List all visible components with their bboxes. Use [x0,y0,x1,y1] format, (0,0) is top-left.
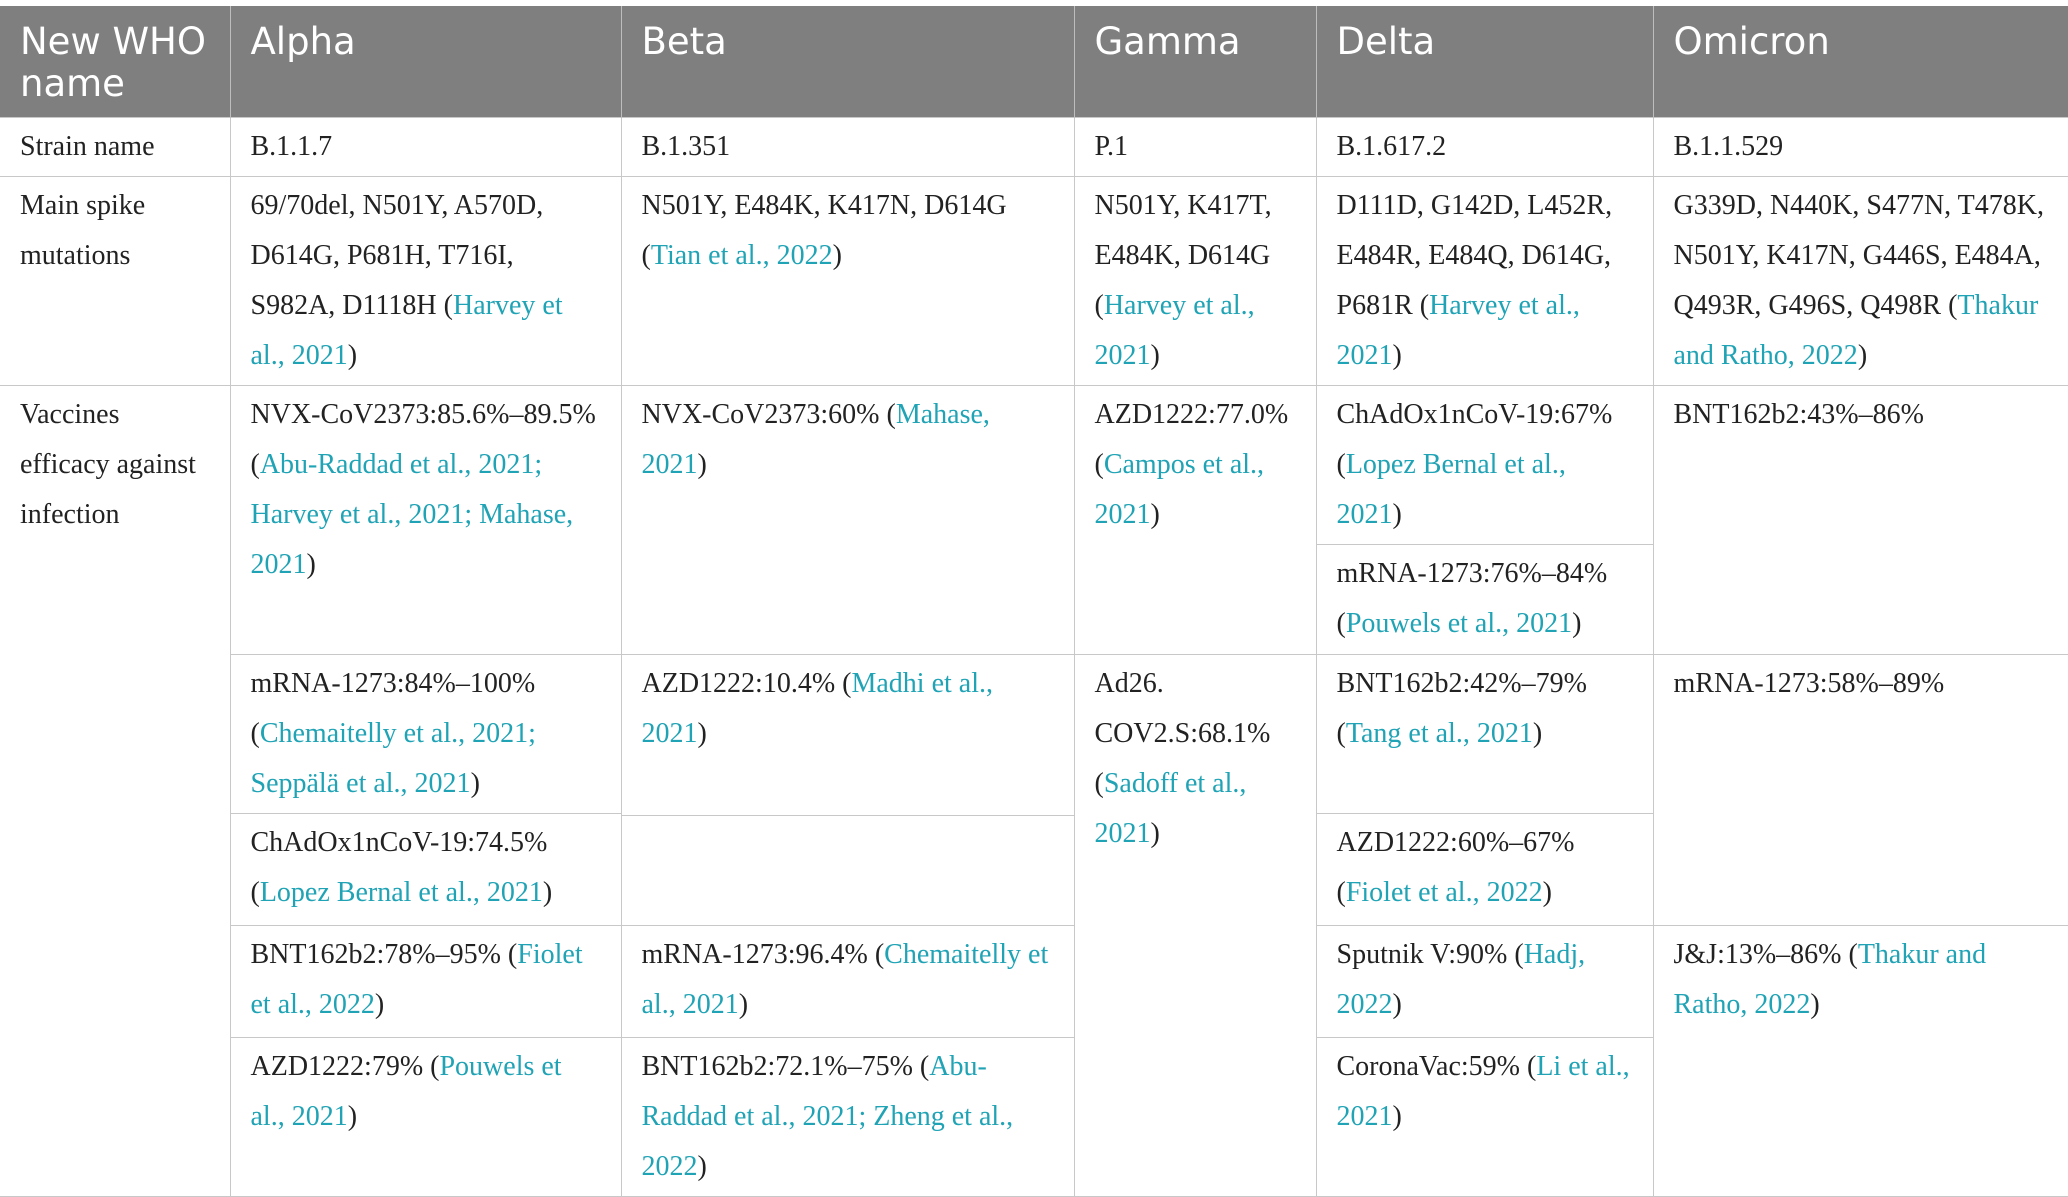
citation-link[interactable]: Harvey et al., 2021 [1336,290,1580,371]
citation-link[interactable]: Mahase, 2021 [641,399,990,480]
citation-link[interactable]: Lopez Bernal et al., 2021 [259,877,543,908]
cell-vac-delta-3: BNT162b2:42%–79% (Tang et al., 2021) [1315,654,1654,814]
citation-link[interactable]: Li et al., 2021 [1336,1051,1630,1132]
table-row-vaccines-3: mRNA-1273:84%–100% (Chemaitelly et al., … [0,654,2068,1197]
citation-link[interactable]: Fiolet et al., 2022 [250,939,583,1020]
citation-link[interactable]: Tian et al., 2022 [650,240,833,271]
cell-vac-omicron-2: mRNA-1273:58%–89% [1652,654,2068,926]
cell-vac-beta-4: BNT162b2:72.1%–75% (Abu-Raddad et al., 2… [620,1037,1075,1197]
cell-vac-delta-1: ChAdOx1nCoV-19:67% (Lopez Bernal et al.,… [1315,385,1654,545]
citation-link[interactable]: Fiolet et al., 2022 [1345,877,1543,908]
citation-link[interactable]: Madhi et al., 2021 [641,668,994,749]
citation-link[interactable]: Lopez Bernal et al., 2021 [1336,449,1566,530]
cell-vac-delta-5: Sputnik V:90% (Hadj, 2022) [1315,925,1654,1038]
cell-strain-beta: B.1.351 [620,117,1075,177]
cell-spike-delta: D111D, G142D, L452R, E484R, E484Q, D614G… [1315,176,1654,386]
cell-vac-beta-2: AZD1222:10.4% (Madhi et al., 2021) [620,654,1075,816]
citation-link[interactable]: Pouwels et al., 2021 [250,1051,562,1132]
cell-spike-omicron: G339D, N440K, S477N, T478K, N501Y, K417N… [1652,176,2068,386]
cell-vac-gamma-1: AZD1222:77.0% (Campos et al., 2021) [1073,385,1317,655]
cell-spike-beta: N501Y, E484K, K417N, D614G (Tian et al.,… [620,176,1075,386]
citation-link[interactable]: Thakur and Ratho, 2022 [1673,290,2039,371]
citation-link[interactable]: Harvey et al., 2021 [1094,290,1255,371]
cell-vac-alpha-4: BNT162b2:78%–95% (Fiolet et al., 2022) [230,925,622,1038]
row-label-vaccines: Vaccines efficacy against infection [0,385,231,1197]
cell-strain-delta: B.1.617.2 [1315,117,1654,177]
table-row-spike: Main spike mutations 69/70del, N501Y, A5… [0,176,2068,386]
row-label-strain: Strain name [0,117,231,177]
citation-link[interactable]: Abu-Raddad et al., 2021; Zheng et al., 2… [641,1051,1014,1182]
citation-link[interactable]: Sadoff et al., 2021 [1094,768,1247,849]
row-label-spike: Main spike mutations [0,176,231,386]
cell-strain-gamma: P.1 [1073,117,1317,177]
header-delta: Delta [1315,6,1653,118]
citation-link[interactable]: Thakur and Ratho, 2022 [1673,939,1987,1020]
vaccine-variant-table: New WHO name Alpha Beta Gamma Delta Omic… [0,6,2068,1197]
citation-link[interactable]: Abu-Raddad et al., 2021; Harvey et al., … [250,449,574,580]
table-row-vaccines-1: Vaccines efficacy against infection NVX-… [0,385,2068,1197]
cell-vac-delta-6: CoronaVac:59% (Li et al., 2021) [1315,1037,1653,1197]
header-who-name: New WHO name [0,6,230,118]
cell-vac-omicron-3: J&J:13%–86% (Thakur and Ratho, 2022) [1652,925,2068,1197]
citation-link[interactable]: Pouwels et al., 2021 [1345,608,1573,639]
cell-vac-alpha-2: mRNA-1273:84%–100% (Chemaitelly et al., … [230,654,622,814]
cell-vac-beta-3: mRNA-1273:96.4% (Chemaitelly et al., 202… [620,925,1075,1038]
cell-spike-alpha: 69/70del, N501Y, A570D, D614G, P681H, T7… [229,176,622,386]
cell-vac-gamma-2: Ad26. COV2.S:68.1% (Sadoff et al., 2021) [1073,654,1317,1197]
table-row-vaccines-5: ChAdOx1nCoV-19:74.5% (Lopez Bernal et al… [0,813,2068,926]
header-gamma: Gamma [1073,6,1316,118]
citation-link[interactable]: Tang et al., 2021 [1345,718,1533,749]
citation-link[interactable]: Chemaitelly et al., 2021; Seppälä et al.… [250,718,536,799]
header-alpha: Alpha [229,6,621,118]
citation-link[interactable]: Hadj, 2022 [1336,939,1586,1020]
table-row-strain: Strain name B.1.1.7 B.1.351 P.1 B.1.617.… [0,117,2068,177]
cell-vac-beta-1: NVX-CoV2373:60% (Mahase, 2021) [620,385,1075,655]
cell-vac-alpha-1: NVX-CoV2373:85.6%–89.5% (Abu-Raddad et a… [229,385,622,655]
cell-strain-omicron: B.1.1.529 [1652,117,2068,177]
cell-vac-delta-2: mRNA-1273:76%–84%(Pouwels et al., 2021) [1316,544,1653,655]
cell-vac-alpha-3: ChAdOx1nCoV-19:74.5% (Lopez Bernal et al… [230,813,622,926]
table-header-row: New WHO name Alpha Beta Gamma Delta Omic… [0,6,2068,118]
cell-vac-alpha-5: AZD1222:79% (Pouwels et al., 2021) [230,1037,622,1197]
header-omicron: Omicron [1652,6,2068,118]
citation-link[interactable]: Chemaitelly et al., 2021 [641,939,1049,1020]
cell-vac-omicron-1: BNT162b2:43%–86% [1652,385,2068,655]
citation-link[interactable]: Campos et al., 2021 [1094,449,1265,530]
header-beta: Beta [620,6,1074,118]
table-row-vaccines-7: BNT162b2:78%–95% (Fiolet et al., 2022) m… [0,925,2068,1197]
citation-link[interactable]: Harvey et al., 2021 [250,290,563,371]
cell-strain-alpha: B.1.1.7 [229,117,622,177]
cell-spike-gamma: N501Y, K417T, E484K, D614G (Harvey et al… [1073,176,1317,386]
table-row-vaccines-8: AZD1222:79% (Pouwels et al., 2021) BNT16… [0,1037,2068,1197]
cell-vac-delta-4: AZD1222:60%–67%(Fiolet et al., 2022) [1315,813,1653,926]
